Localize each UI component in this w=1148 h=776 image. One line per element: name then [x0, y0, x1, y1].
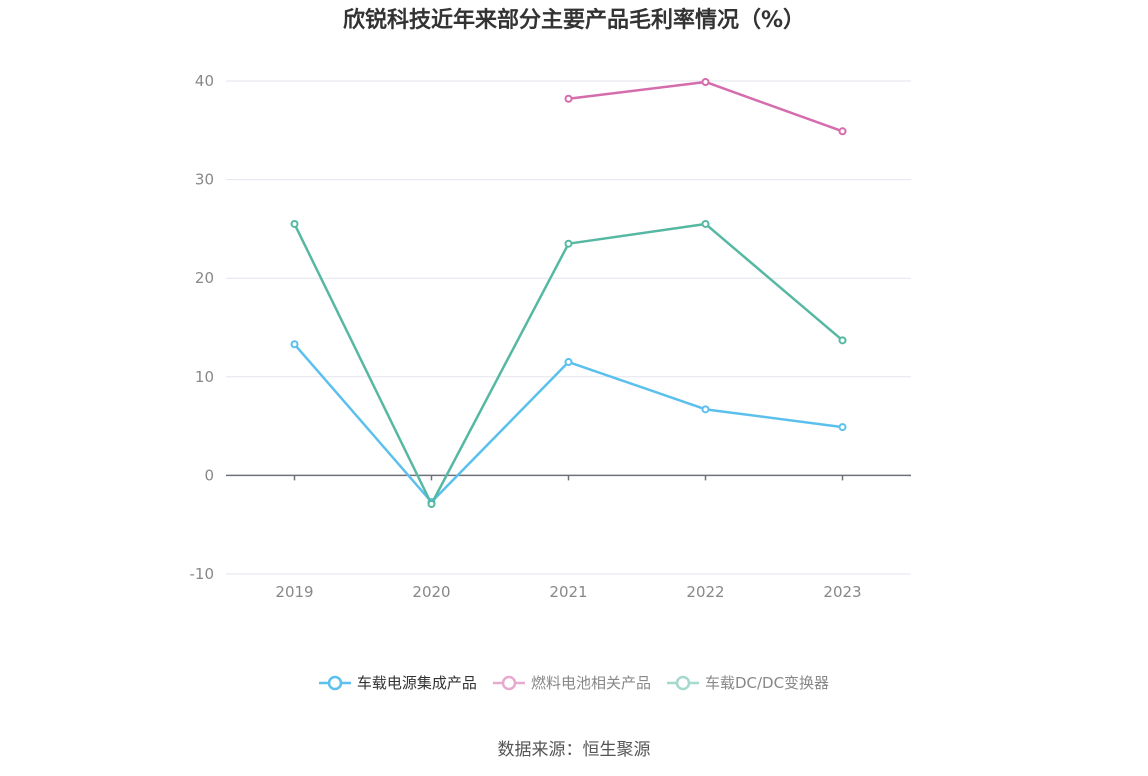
data-point [838, 423, 847, 432]
legend-marker-icon [666, 675, 699, 690]
data-point [701, 405, 710, 414]
legend-label: 燃料电池相关产品 [530, 674, 651, 692]
data-point [564, 94, 573, 103]
legend-item-series-0[interactable]: 车载电源集成产品 [318, 672, 477, 693]
x-tick-label: 2021 [549, 583, 587, 601]
legend-item-series-1[interactable]: 燃料电池相关产品 [492, 672, 651, 693]
data-source-note: 数据来源：恒生聚源 [497, 740, 651, 760]
data-point [564, 239, 573, 248]
data-point [290, 340, 299, 349]
data-point [838, 336, 847, 345]
data-point [290, 219, 299, 228]
data-point [564, 358, 573, 367]
data-point [427, 499, 436, 508]
series-1 [564, 77, 847, 136]
legend-label: 车载电源集成产品 [356, 674, 477, 692]
y-tick-label: -10 [190, 565, 215, 583]
x-tick-label: 2020 [412, 583, 450, 601]
legend: 车载电源集成产品 燃料电池相关产品 车载DC/DC变换器 [0, 672, 1148, 693]
data-point [701, 77, 710, 86]
tick-labels: 40 30 20 10 0 -10 2019 2020 2021 2022 2023 [190, 72, 862, 601]
legend-marker-icon [318, 675, 351, 690]
legend-item-series-2[interactable]: 车载DC/DC变换器 [666, 672, 830, 693]
chart-title: 欣锐科技近年来部分主要产品毛利率情况（%） [342, 8, 806, 33]
x-tick-label: 2019 [275, 583, 313, 601]
legend-marker-icon [492, 675, 525, 690]
data-point [838, 127, 847, 136]
grid-lines [226, 80, 911, 575]
y-tick-label: 20 [195, 269, 214, 287]
series-0 [290, 340, 847, 507]
series-line [568, 80, 843, 133]
data-point [701, 219, 710, 228]
series-lines [290, 77, 847, 508]
legend-label: 车载DC/DC变换器 [704, 674, 830, 692]
series-2 [290, 219, 847, 508]
y-tick-label: 10 [195, 368, 214, 386]
y-tick-label: 0 [204, 466, 214, 484]
x-tick-label: 2022 [686, 583, 724, 601]
x-tick-label: 2023 [823, 583, 861, 601]
axes [226, 474, 911, 481]
y-tick-label: 30 [195, 171, 214, 189]
y-tick-label: 40 [195, 72, 214, 90]
